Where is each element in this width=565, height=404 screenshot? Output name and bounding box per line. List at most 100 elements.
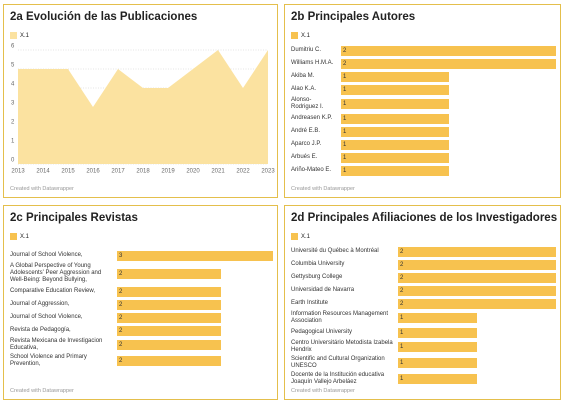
value-label: 2 — [400, 287, 404, 294]
bar-row: Akiba M. 1 — [291, 71, 556, 82]
bar: 2 — [117, 299, 221, 310]
value-label: 2 — [119, 270, 123, 277]
x-tick-label: 2020 — [186, 169, 200, 175]
chart-title: 2a Evolución de las Publicaciones — [10, 11, 198, 23]
chart-panel: 2d Principales Afiliaciones de los Inves… — [284, 205, 561, 400]
credit: Created with Datawrapper — [10, 186, 74, 192]
bar-rows: Journal of School Violence, 3 A Global Per… — [10, 250, 273, 368]
bar: 2 — [117, 286, 221, 297]
bar-rows: Dumitriu C. 2 Williams H.M.A. 2 Akiba M. 1 Ala… — [291, 45, 556, 176]
bar: 3 — [117, 250, 273, 261]
category-label: A Global Perspective of Young Adolescent… — [10, 263, 102, 283]
value-label: 1 — [400, 329, 404, 336]
value-label: 2 — [400, 274, 404, 281]
y-tick-label: 1 — [11, 139, 15, 145]
category-label: Revista de Pedagogía, — [10, 327, 71, 333]
legend-swatch — [10, 32, 17, 39]
x-tick-label: 2022 — [236, 169, 250, 175]
bar-row: Columbia University 2 — [291, 259, 556, 270]
y-tick-label: 5 — [11, 63, 15, 69]
x-tick-label: 2019 — [161, 169, 175, 175]
y-tick-label: 0 — [11, 158, 15, 164]
legend-swatch — [291, 32, 298, 39]
category-label: Ariño-Mateo E. — [291, 167, 332, 173]
value-label: 2 — [119, 301, 123, 308]
legend-swatch — [10, 233, 17, 240]
y-tick-label: 2 — [11, 120, 15, 126]
bar: 1 — [341, 152, 449, 163]
bar: 1 — [341, 71, 449, 82]
chart-title: 2c Principales Revistas — [10, 212, 138, 224]
chart-panel: 2b Principales Autores X.1 Created with Da… — [284, 4, 561, 198]
bar-row: Williams H.M.A. 2 — [291, 58, 556, 69]
legend: X.1 — [10, 32, 29, 39]
x-tick-label: 2023 — [261, 169, 275, 175]
legend-label: X.1 — [301, 233, 311, 240]
value-label: 1 — [343, 73, 347, 80]
bar-row: Journal of Aggression, 2 — [10, 299, 273, 310]
x-tick-label: 2014 — [36, 169, 50, 175]
value-label: 1 — [343, 141, 347, 148]
bar-row: Comparative Education Review, 2 — [10, 286, 273, 297]
legend-label: X.1 — [20, 32, 30, 39]
category-label: Akiba M. — [291, 73, 315, 79]
value-label: 1 — [343, 115, 347, 122]
category-label: Alonso-Rodriguez I. — [291, 97, 324, 110]
x-tick-label: 2017 — [111, 169, 125, 175]
category-label: Journal of School Violence, — [10, 252, 83, 258]
category-label: Columbia University — [291, 261, 345, 267]
value-label: 2 — [119, 327, 123, 334]
value-label: 1 — [343, 154, 347, 161]
bar-row: Ariño-Mateo E. 1 — [291, 165, 556, 176]
area-chart: 0 1 2 3 4 5 6 2013 2014 2015 2016 2017 2018 2019 2020 2… — [11, 44, 275, 175]
chart-panel: 2c Principales Revistas X.1 Created with D… — [3, 205, 278, 400]
category-label: Comparative Education Review, — [10, 288, 96, 294]
category-label: Dumitriu C. — [291, 47, 322, 53]
category-label: Gettysburg College — [291, 274, 343, 280]
category-label: Williams H.M.A. — [291, 60, 334, 66]
category-label: Andreasen K.P. — [291, 115, 333, 121]
bar-row: Aparco J.P. 1 — [291, 139, 556, 150]
bar-row: Information Resources Management Associa… — [291, 311, 556, 325]
bar-row: Alonso-Rodriguez I. 1 — [291, 97, 556, 111]
value-label: 1 — [400, 360, 404, 366]
bar-row: Journal of School Violence, 3 — [10, 250, 273, 261]
value-label: 2 — [400, 300, 404, 307]
value-label: 2 — [400, 261, 404, 268]
legend: X.1 — [291, 233, 310, 240]
bar-row: Docente de la Institución educativa Joaq… — [291, 372, 556, 386]
credit: Created with Datawrapper — [291, 186, 355, 192]
value-label: 2 — [343, 60, 347, 67]
bar: 2 — [117, 312, 221, 323]
category-label: Journal of School Violence, — [10, 314, 83, 320]
bar: 1 — [341, 139, 449, 150]
bar: 2 — [341, 58, 556, 69]
category-label: Journal of Aggression, — [10, 301, 70, 307]
x-tick-label: 2018 — [136, 169, 150, 175]
bar-row: Journal of School Violence, 2 — [10, 312, 273, 323]
chart-title: 2b Principales Autores — [291, 11, 416, 23]
legend: X.1 — [291, 32, 310, 39]
bar: 2 — [341, 45, 556, 56]
bar-row: Centro Universitário Metodista Izabela H… — [291, 340, 556, 354]
category-label: Revista Mexicana de Investigacion Educat… — [10, 338, 103, 351]
bar-row: Andreasen K.P. 1 — [291, 113, 556, 124]
bar: 2 — [398, 285, 556, 296]
value-label: 2 — [119, 314, 123, 321]
bar: 1 — [341, 99, 449, 109]
area — [18, 50, 268, 164]
y-tick-label: 4 — [11, 82, 15, 88]
category-label: Earth Institute — [291, 300, 329, 306]
category-label: Alao K.A. — [291, 86, 317, 92]
bar-row: Pedagogical University 1 — [291, 327, 556, 338]
value-label: 2 — [400, 248, 404, 255]
category-label: Pedagogical University — [291, 329, 353, 335]
bar: 1 — [398, 374, 477, 384]
category-label: Université du Québec à Montréal — [291, 248, 379, 254]
y-tick-label: 6 — [11, 44, 15, 50]
bar-row: A Global Perspective of Young Adolescent… — [10, 263, 273, 284]
chart-title: 2d Principales Afiliaciones de los Inves… — [291, 212, 558, 224]
bar-row: Gettysburg College 2 — [291, 272, 556, 283]
legend-swatch — [291, 233, 298, 240]
y-tick-label: 3 — [11, 101, 15, 107]
